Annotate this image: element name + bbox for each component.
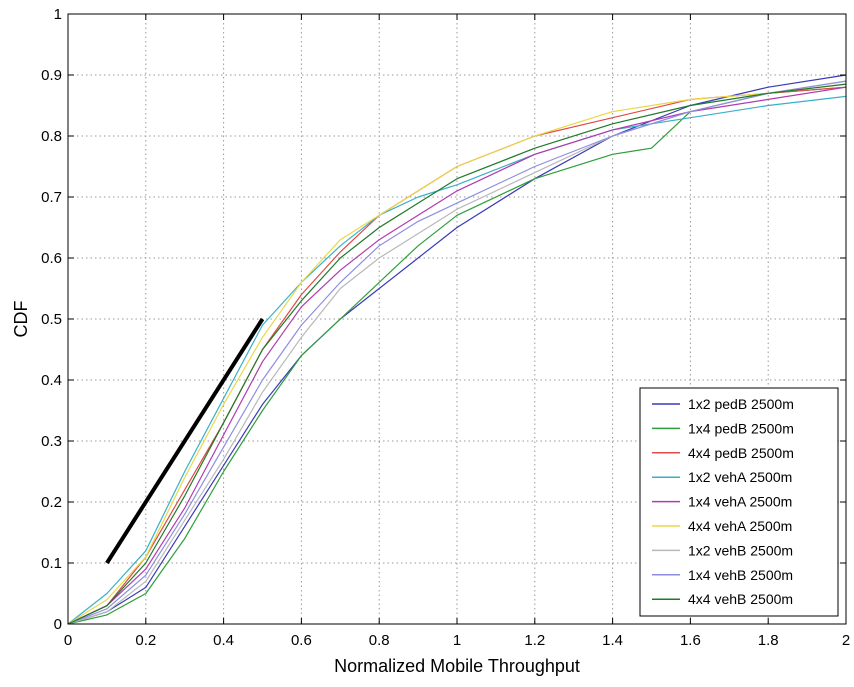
y-tick-label: 0.9 [41,67,62,84]
y-tick-label: 0.1 [41,555,62,572]
x-tick-label: 1.4 [602,632,623,649]
legend-items: 1x2 pedB 2500m 1x4 pedB 2500m 4x4 pedB 250… [652,396,794,607]
y-tick-label: 0.6 [41,250,62,267]
x-tick-label: 0.2 [135,632,156,649]
x-tick-label: 2 [842,632,850,649]
x-tick-label: 0.8 [369,632,390,649]
legend-label: 1x2 vehA 2500m [688,469,792,485]
legend-label: 1x4 vehB 2500m [688,567,793,583]
y-tick-label: 0.2 [41,494,62,511]
reference-line [105,317,265,565]
legend-label: 1x2 vehB 2500m [688,542,793,558]
y-tick-label: 0.8 [41,128,62,145]
x-tick-label: 1 [453,632,461,649]
x-tick-labels: 0 0.2 0.4 0.6 0.8 1 1.2 1.4 1.6 1.8 2 [64,632,850,649]
x-tick-label: 1.6 [680,632,701,649]
series-line-9 [67,83,847,625]
y-tick-label: 0.5 [41,311,62,328]
y-tick-label: 0.4 [41,372,62,389]
legend-label: 1x4 pedB 2500m [688,420,794,436]
series-line-6 [67,83,847,625]
legend: 1x2 pedB 2500m 1x4 pedB 2500m 4x4 pedB 250… [639,387,839,617]
x-tick-label: 0.6 [291,632,312,649]
y-tick-label: 1 [54,6,62,23]
x-tick-label: 1.8 [758,632,779,649]
legend-label: 1x4 vehA 2500m [688,494,792,510]
series-layer [67,74,847,625]
y-tick-labels: 0 0.1 0.2 0.3 0.4 0.5 0.6 0.7 0.8 0.9 1 [41,6,62,633]
y-tick-label: 0 [54,616,62,633]
series-line-5 [67,86,847,625]
legend-label: 1x2 pedB 2500m [688,396,794,412]
series-line-2 [67,86,847,625]
y-tick-label: 0.3 [41,433,62,450]
y-tick-label: 0.7 [41,189,62,206]
legend-label: 4x4 pedB 2500m [688,445,794,461]
legend-label: 4x4 vehA 2500m [688,518,792,534]
y-axis-title: CDF [11,301,31,338]
series-line-8 [67,80,847,625]
series-line-3 [67,86,847,625]
legend-label: 4x4 vehB 2500m [688,591,793,607]
x-tick-label: 0 [64,632,72,649]
x-tick-label: 1.2 [524,632,545,649]
tick-marks [67,13,847,625]
x-tick-label: 0.4 [213,632,234,649]
x-axis-title: Normalized Mobile Throughput [334,656,580,676]
